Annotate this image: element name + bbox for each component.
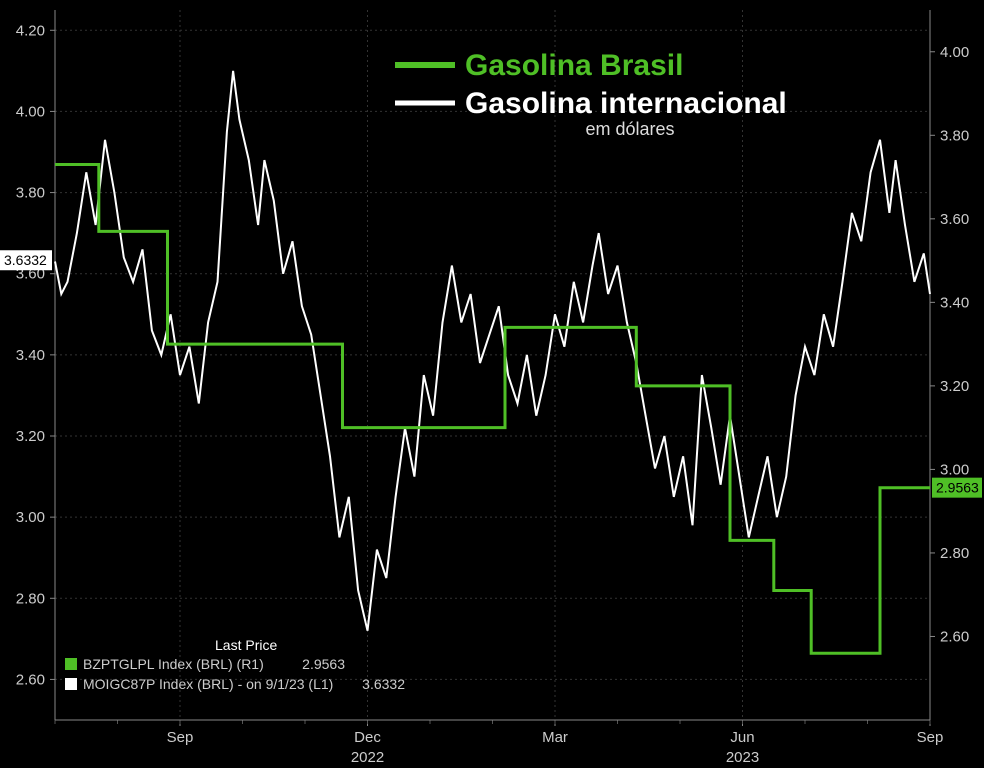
bottom-legend-row2: MOIGC87P Index (BRL) - on 9/1/23 (L1): [83, 676, 333, 692]
legend-label-brasil: Gasolina Brasil: [465, 49, 683, 82]
bottom-legend-swatch-2: [65, 678, 77, 690]
right-axis-tick: 3.80: [940, 127, 969, 144]
price-chart: 2.60 2.80 3.00 3.20 3.40 3.60 3.80 4.00 4.20 2.60…: [0, 0, 984, 768]
left-axis-tick: 2.80: [16, 590, 45, 607]
left-axis-tick: 3.80: [16, 185, 45, 202]
right-axis-tick: 4.00: [940, 44, 969, 61]
x-axis-year: 2023: [726, 749, 759, 766]
last-value-text-brasil: 2.9563: [936, 480, 979, 496]
left-axis-tick: 2.60: [16, 671, 45, 688]
right-axis-tick: 3.40: [940, 294, 969, 311]
bottom-legend-swatch-1: [65, 658, 77, 670]
right-axis-tick: 3.60: [940, 211, 969, 228]
x-axis-tick: Mar: [542, 729, 568, 746]
x-axis-tick: Sep: [917, 729, 944, 746]
right-axis-tick: 3.20: [940, 378, 969, 395]
bottom-legend-row1: BZPTGLPL Index (BRL) (R1): [83, 656, 264, 672]
left-axis-tick: 4.00: [16, 103, 45, 120]
x-axis-tick: Dec: [354, 729, 381, 746]
bottom-legend-row2-val: 3.6332: [362, 676, 405, 692]
chart-svg: 2.60 2.80 3.00 3.20 3.40 3.60 3.80 4.00 4.20 2.60…: [0, 0, 984, 768]
x-axis-year: 2022: [351, 749, 384, 766]
left-axis-tick: 3.40: [16, 347, 45, 364]
bottom-legend-header: Last Price: [215, 637, 277, 653]
right-axis-tick: 2.60: [940, 628, 969, 645]
left-axis-tick: 3.00: [16, 509, 45, 526]
x-axis-tick: Jun: [730, 729, 754, 746]
left-axis-tick: 3.20: [16, 428, 45, 445]
bottom-legend-row1-val: 2.9563: [302, 656, 345, 672]
right-axis-tick: 3.00: [940, 461, 969, 478]
x-axis-tick: Sep: [167, 729, 194, 746]
last-value-text-intl: 3.6332: [4, 252, 47, 268]
legend-label-intl: Gasolina internacional: [465, 87, 787, 120]
left-axis-tick: 4.20: [16, 22, 45, 39]
right-axis-tick: 2.80: [940, 545, 969, 562]
legend-subtitle: em dólares: [585, 119, 674, 139]
